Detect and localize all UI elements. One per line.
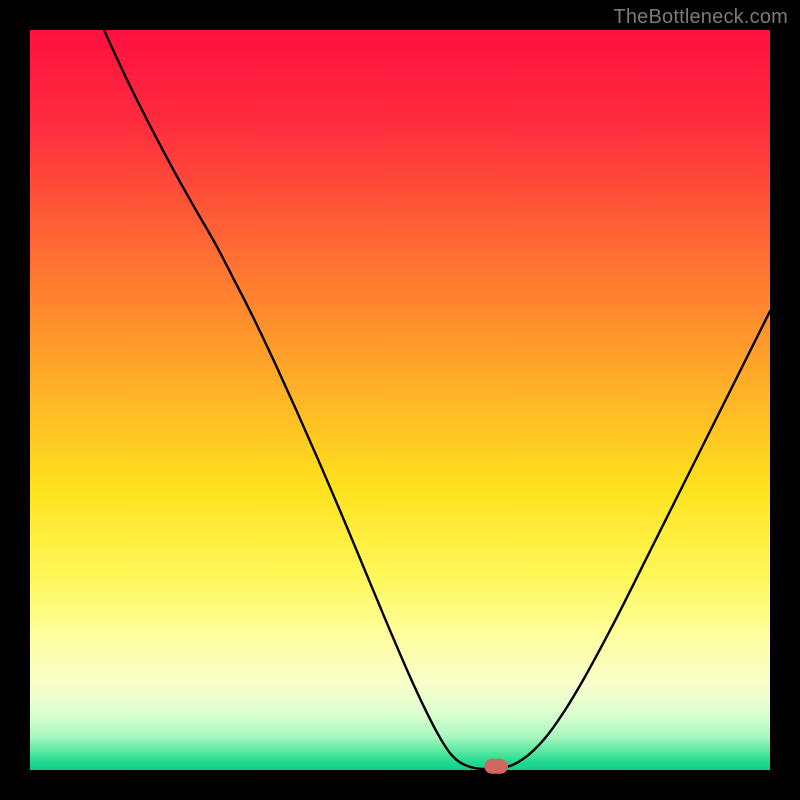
watermark-text: TheBottleneck.com [613, 6, 788, 29]
chart-root: TheBottleneck.com [0, 0, 800, 800]
current-config-marker [484, 759, 508, 774]
plot-background-gradient [30, 30, 770, 770]
bottleneck-curve-chart [0, 0, 800, 800]
